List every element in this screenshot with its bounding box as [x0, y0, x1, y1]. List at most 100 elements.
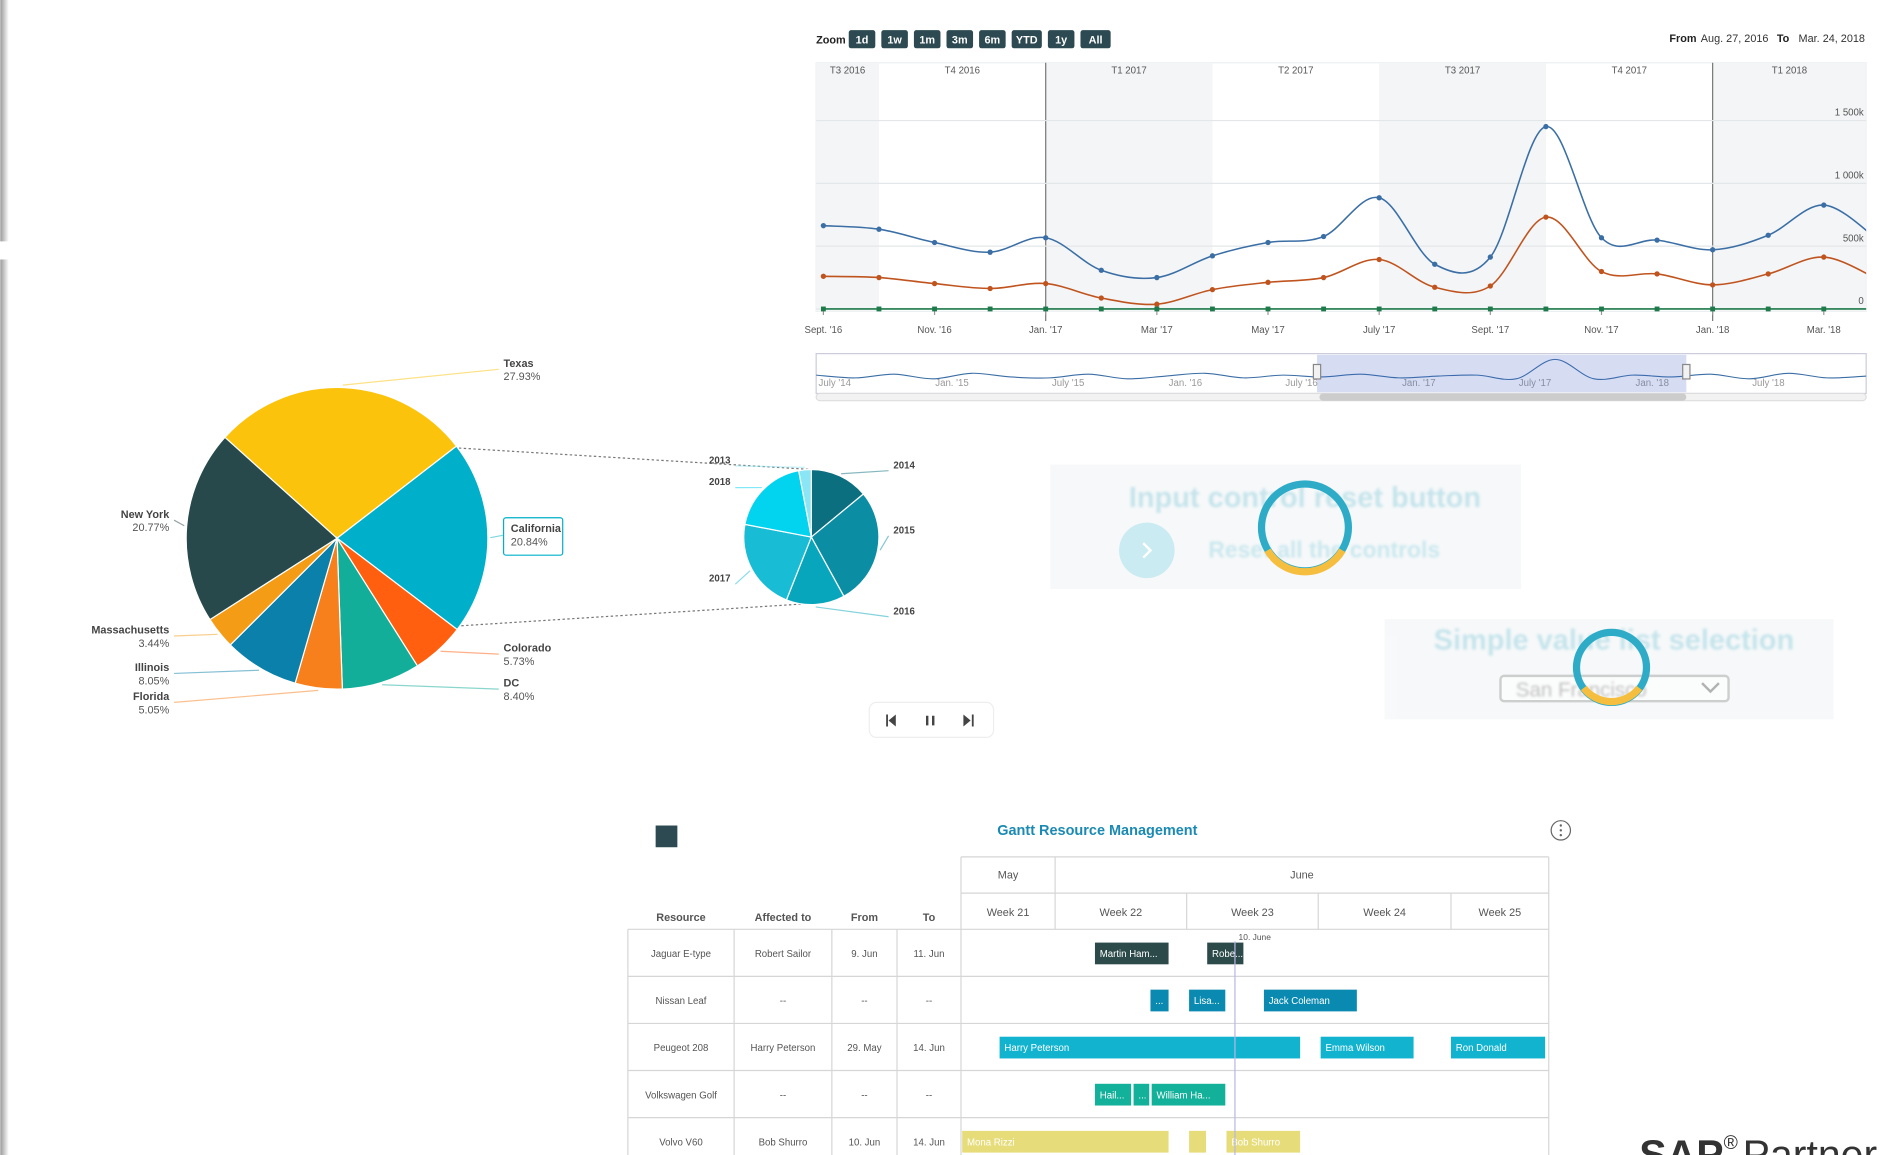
gantt-bar[interactable] — [1094, 942, 1169, 965]
series-marker — [1598, 268, 1605, 275]
series-marker — [1154, 306, 1160, 312]
next-button[interactable] — [963, 714, 974, 727]
series-marker — [1710, 306, 1716, 312]
quarter-label: T3 2017 — [1445, 66, 1480, 77]
series-marker — [1320, 274, 1327, 281]
reset-button[interactable]: Reset all the controls — [1208, 537, 1440, 563]
player-icons — [886, 714, 974, 727]
gantt-bar[interactable] — [1189, 989, 1226, 1012]
zoom-button[interactable] — [979, 30, 1006, 49]
pie-slice[interactable] — [224, 386, 458, 540]
range-from[interactable]: Aug. 27, 2016 — [1701, 33, 1769, 45]
gantt-bar-label: Robe... — [1212, 949, 1243, 960]
quarter-label: T1 2018 — [1772, 66, 1807, 77]
zoom-button-label[interactable]: YTD — [1016, 34, 1038, 46]
pause-button[interactable] — [925, 715, 935, 726]
zoom-button[interactable] — [1080, 30, 1111, 49]
series-marker — [1543, 214, 1549, 220]
gantt-bar[interactable] — [1226, 1130, 1301, 1153]
zoom-button[interactable] — [1047, 30, 1075, 49]
table-cell: -- — [861, 1090, 867, 1101]
gantt-toggle[interactable] — [655, 825, 678, 848]
navigator-handle[interactable] — [1682, 363, 1691, 380]
zoom-button-label[interactable]: 3m — [952, 34, 968, 46]
series-marker — [1654, 306, 1660, 312]
gantt-bar-label: Mona Rizzi — [967, 1137, 1015, 1148]
pie-value-label: 5.73% — [504, 656, 535, 668]
pie-slice[interactable] — [743, 523, 813, 601]
navigator-selection[interactable] — [1317, 354, 1687, 393]
leader-line — [342, 368, 499, 386]
series-marker — [931, 280, 938, 287]
table-cell: Volkswagen Golf — [645, 1090, 717, 1101]
y-tick-label: 0 — [1858, 296, 1863, 307]
gantt-bar[interactable] — [1094, 1083, 1132, 1106]
gantt-bar[interactable] — [1151, 1083, 1226, 1106]
x-tick-label: Nov. '17 — [1584, 325, 1618, 336]
series-marker — [820, 306, 826, 312]
reset-icon-button[interactable] — [1119, 522, 1175, 579]
pie-slice[interactable] — [797, 468, 812, 538]
navigator-label: July '18 — [1752, 378, 1784, 389]
zoom-button[interactable] — [946, 30, 974, 49]
series-marker — [1821, 202, 1827, 208]
series-marker — [987, 285, 993, 292]
gantt-bar[interactable] — [1133, 1083, 1150, 1106]
week-label: Week 21 — [987, 907, 1030, 919]
gantt-bar[interactable] — [1320, 1036, 1414, 1059]
zoom-button-label[interactable]: 1d — [856, 34, 869, 46]
zoom-button[interactable] — [881, 30, 908, 49]
pie-label: DC — [504, 678, 520, 690]
series-marker — [1543, 306, 1549, 312]
zoom-button-label[interactable]: 1y — [1055, 34, 1067, 46]
gantt-bar[interactable] — [1263, 989, 1357, 1012]
series-marker — [932, 306, 937, 312]
gantt-bar[interactable] — [962, 1130, 1169, 1153]
loading-spinner-arc — [1580, 685, 1643, 706]
scrollbar-thumb[interactable] — [1319, 393, 1687, 401]
series-marker — [1265, 279, 1271, 285]
gantt-bar-label: Martin Ham... — [1100, 949, 1158, 960]
zoom-button[interactable] — [848, 30, 876, 49]
leader-line — [815, 606, 889, 618]
gantt-bar[interactable] — [1450, 1036, 1546, 1059]
pie-slice[interactable] — [336, 445, 489, 631]
gantt-bar-label: Emma Wilson — [1325, 1043, 1384, 1054]
series-marker — [1877, 307, 1882, 312]
zoom-button-label[interactable]: 6m — [985, 34, 1001, 46]
quarter-label: T3 2016 — [830, 66, 865, 77]
footer-logo: SAP® Partner — [1639, 1131, 1877, 1155]
y-tick-label: 1 000k — [1835, 171, 1864, 182]
series-marker — [1043, 306, 1049, 312]
series-marker — [1877, 277, 1882, 282]
zoom-button-label[interactable]: 1w — [887, 34, 902, 46]
pie-label: 2013 — [709, 455, 731, 466]
range-to-label: To — [1777, 33, 1790, 45]
prev-button[interactable] — [886, 714, 896, 727]
gantt-bar[interactable] — [1150, 989, 1169, 1012]
leader-line — [174, 633, 218, 637]
gantt-bar[interactable] — [1189, 1130, 1206, 1153]
drilldown-connector — [451, 602, 812, 627]
info-button[interactable] — [1550, 820, 1572, 841]
zoom-button[interactable] — [1011, 30, 1042, 49]
zoom-button-label[interactable]: All — [1089, 34, 1103, 46]
leader-line — [382, 684, 499, 690]
edge-shadow — [0, 259, 9, 1155]
zoom-button-label[interactable]: 1m — [919, 34, 935, 46]
pie-slice[interactable] — [810, 468, 865, 539]
series-marker — [1376, 306, 1382, 312]
gantt-bar[interactable] — [999, 1036, 1301, 1059]
zoom-button[interactable] — [913, 30, 941, 49]
pie-slice[interactable] — [185, 436, 339, 621]
pie-slice[interactable] — [810, 493, 880, 598]
pie-slice[interactable] — [785, 535, 845, 606]
table-cell: -- — [926, 1090, 932, 1101]
player-controls — [868, 701, 995, 739]
series-marker — [1209, 253, 1216, 259]
range-to[interactable]: Mar. 24, 2018 — [1799, 33, 1865, 45]
pie-value-label: 20.77% — [132, 522, 169, 534]
pie-slice[interactable] — [744, 469, 813, 538]
drilldown-connector — [454, 447, 812, 471]
navigator-handle[interactable] — [1312, 363, 1322, 380]
